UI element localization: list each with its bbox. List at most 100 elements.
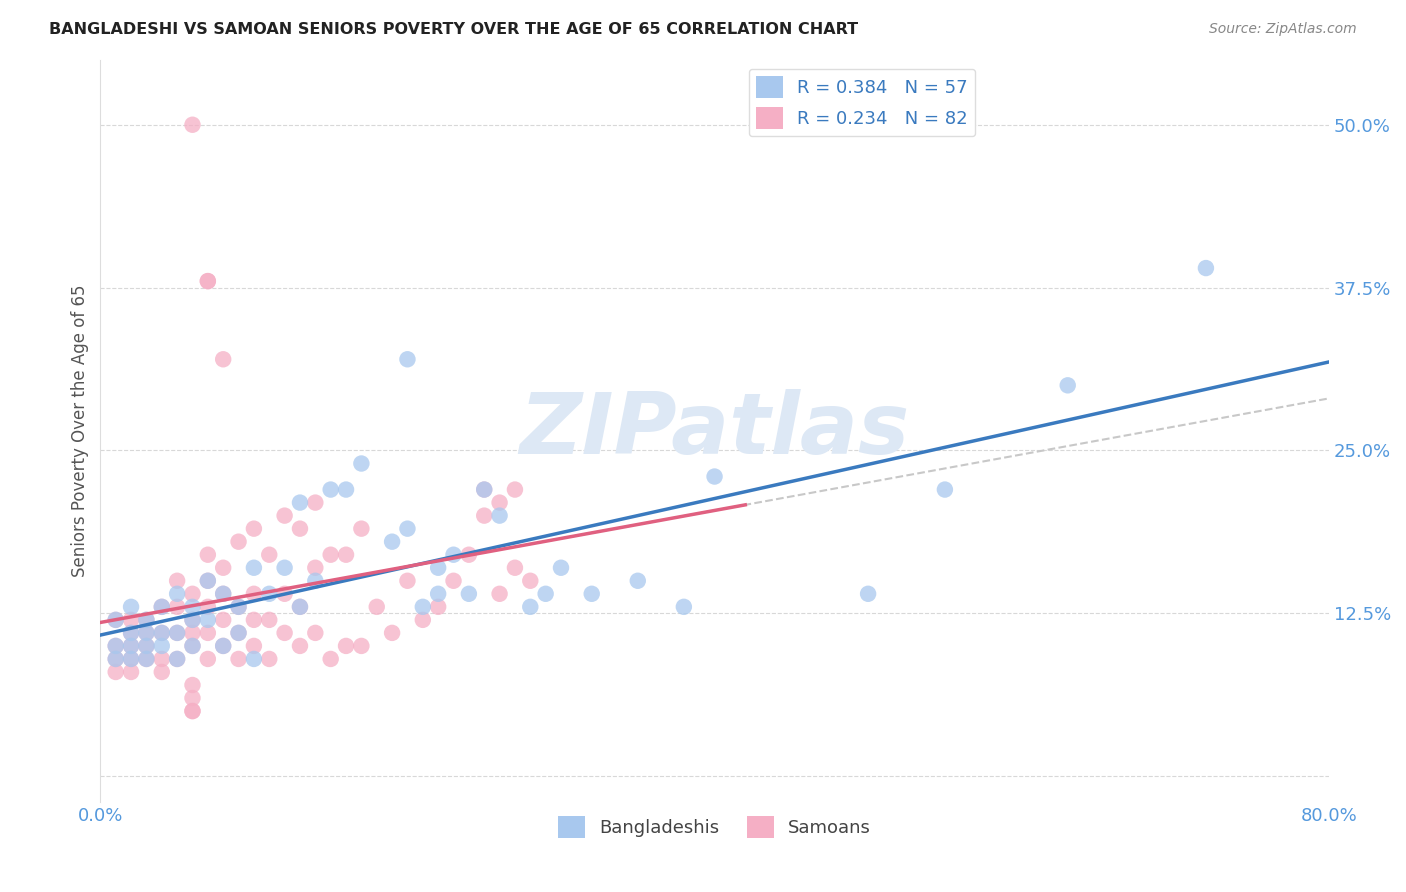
Point [1195,261,1218,276]
Point [197,548,219,562]
Point [197,574,219,588]
Point [273,587,295,601]
Point [104,652,127,666]
Point [288,599,311,614]
Point [856,587,879,601]
Point [181,704,204,718]
Point [181,599,204,614]
Point [304,626,326,640]
Point [104,613,127,627]
Point [181,704,204,718]
Point [150,626,173,640]
Point [181,587,204,601]
Point [135,652,157,666]
Point [181,691,204,706]
Point [135,652,157,666]
Point [166,652,188,666]
Point [197,613,219,627]
Point [135,626,157,640]
Point [273,560,295,574]
Point [120,599,142,614]
Point [304,560,326,574]
Point [150,599,173,614]
Point [197,652,219,666]
Point [259,613,281,627]
Point [488,495,510,509]
Point [135,613,157,627]
Point [288,495,311,509]
Point [150,665,173,679]
Point [273,626,295,640]
Point [319,483,342,497]
Text: Source: ZipAtlas.com: Source: ZipAtlas.com [1209,22,1357,37]
Point [519,574,541,588]
Point [259,548,281,562]
Legend: Bangladeshis, Samoans: Bangladeshis, Samoans [551,809,879,846]
Point [120,665,142,679]
Point [288,639,311,653]
Point [104,639,127,653]
Text: ZIPatlas: ZIPatlas [519,390,910,473]
Point [366,599,388,614]
Point [534,587,557,601]
Point [503,560,526,574]
Point [150,652,173,666]
Point [181,639,204,653]
Point [335,639,357,653]
Point [212,587,235,601]
Point [550,560,572,574]
Point [472,483,495,497]
Point [120,626,142,640]
Point [335,483,357,497]
Point [243,652,266,666]
Text: BANGLADESHI VS SAMOAN SENIORS POVERTY OVER THE AGE OF 65 CORRELATION CHART: BANGLADESHI VS SAMOAN SENIORS POVERTY OV… [49,22,858,37]
Point [181,613,204,627]
Point [427,560,450,574]
Point [120,652,142,666]
Point [181,639,204,653]
Point [135,639,157,653]
Point [150,639,173,653]
Point [672,599,695,614]
Point [120,652,142,666]
Point [166,599,188,614]
Point [243,560,266,574]
Point [104,613,127,627]
Point [319,652,342,666]
Point [166,652,188,666]
Point [212,352,235,367]
Point [304,495,326,509]
Point [197,626,219,640]
Point [627,574,650,588]
Point [412,613,434,627]
Point [120,626,142,640]
Point [288,522,311,536]
Point [150,626,173,640]
Point [259,652,281,666]
Point [228,652,250,666]
Point [412,599,434,614]
Point [703,469,725,483]
Point [472,483,495,497]
Point [443,548,465,562]
Point [135,639,157,653]
Point [243,613,266,627]
Point [228,599,250,614]
Point [212,560,235,574]
Point [488,508,510,523]
Point [197,574,219,588]
Y-axis label: Seniors Poverty Over the Age of 65: Seniors Poverty Over the Age of 65 [72,285,89,577]
Point [135,626,157,640]
Point [243,587,266,601]
Point [104,639,127,653]
Point [181,613,204,627]
Point [427,599,450,614]
Point [135,613,157,627]
Point [181,626,204,640]
Point [519,599,541,614]
Point [197,274,219,288]
Point [934,483,956,497]
Point [212,587,235,601]
Point [166,626,188,640]
Point [120,639,142,653]
